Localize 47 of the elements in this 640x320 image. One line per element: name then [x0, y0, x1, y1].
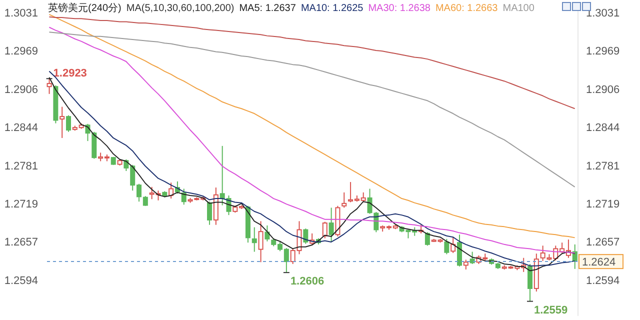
candlestick: [342, 192, 347, 208]
y-tick-label: 1.2969: [4, 45, 38, 58]
y2-tick-label: 1.3031: [586, 7, 620, 20]
candlestick: [470, 251, 475, 264]
line-series: [48, 16, 576, 110]
y2-tick-label: 1.2781: [586, 160, 620, 172]
candlestick: [252, 226, 257, 252]
annotation: 1.2559: [534, 304, 568, 316]
annotation: 1.2923: [53, 68, 87, 80]
y2-tick-label: 1.2594: [586, 274, 620, 287]
text: MA100: [502, 2, 534, 14]
text: MA60: 1.2663: [435, 2, 498, 14]
y2-tick-label: 1.2719: [586, 198, 620, 210]
candlestick: [207, 201, 212, 226]
y2-tick-label: 1.2906: [586, 84, 620, 96]
text: MA5: 1.2637: [239, 2, 296, 14]
y-tick-label: 1.2781: [4, 160, 38, 172]
line-series: [48, 32, 576, 188]
chart-title: 英镑美元(240分): [48, 2, 122, 15]
candlestick: [457, 234, 462, 267]
y2-tick-label: 1.2969: [586, 45, 620, 58]
candlestick: [181, 188, 186, 206]
candlestick: [328, 207, 334, 242]
candlestick: [424, 232, 430, 246]
y2-tick-label: 1.2657: [586, 236, 620, 248]
y-tick-label: 1.2719: [4, 198, 38, 210]
candlestick: [444, 238, 450, 255]
text: MA10: 1.2625: [300, 2, 364, 14]
candlestick: [66, 114, 72, 132]
candlestick: [258, 220, 264, 263]
y2-tick-label: 1.2844: [586, 122, 620, 134]
y-tick-label: 1.2906: [4, 84, 38, 96]
candlestick: [463, 259, 468, 270]
y-tick-label: 1.3031: [4, 7, 38, 20]
candlestick: [303, 228, 308, 244]
candlestick: [60, 106, 65, 138]
text: MA30: 1.2638: [368, 2, 430, 14]
annotation: 1.2606: [290, 276, 324, 288]
candlestick: [142, 196, 148, 206]
candlestick: [528, 264, 533, 302]
chart-subtitle: MA(5,10,30,60,100,200): [126, 2, 234, 14]
y-tick-label: 1.2594: [4, 274, 38, 287]
candlestick: [264, 224, 270, 242]
y-tick-label: 1.2844: [4, 122, 38, 134]
y-tick-label: 1.2657: [4, 236, 38, 248]
candlestick: [322, 221, 328, 239]
ref-line-label: 1.2624: [582, 256, 616, 269]
